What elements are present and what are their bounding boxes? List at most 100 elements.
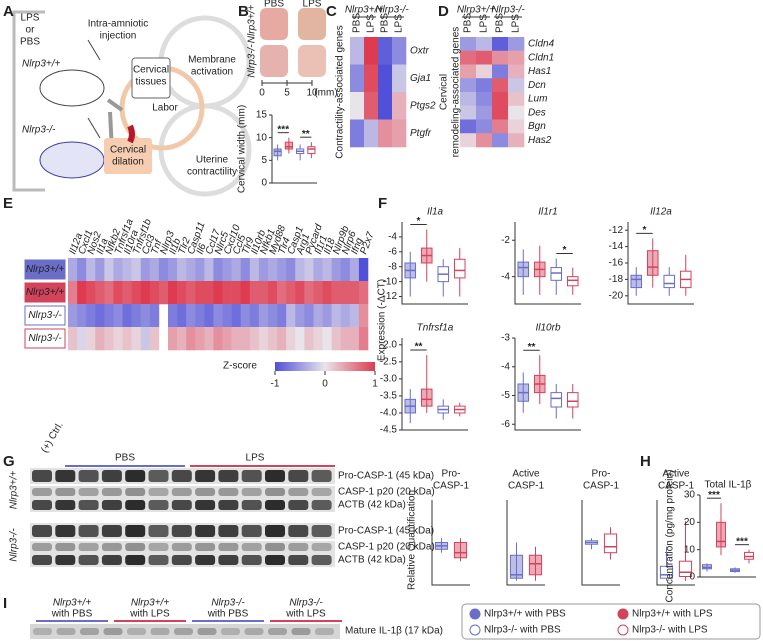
blot-band — [288, 488, 309, 496]
blot-band — [78, 555, 99, 565]
heat-cell — [331, 258, 342, 282]
chart-title: Tnfrsf1a — [417, 323, 454, 334]
y-tick-label: -14 — [609, 241, 624, 252]
y-axis-label: Contractility-associated genes — [335, 25, 346, 158]
gene-label: Il6 — [195, 242, 209, 256]
heat-cell — [508, 78, 525, 93]
sig-label: * — [417, 216, 421, 227]
heat-cell — [295, 258, 305, 282]
photo-column: LPS — [303, 0, 322, 10]
treatment-label: LPS — [246, 453, 265, 464]
heat-cell — [460, 133, 477, 148]
heat-cell — [378, 64, 393, 93]
sig-label: ** — [302, 129, 310, 140]
box — [453, 258, 466, 279]
sig-label: ** — [415, 342, 423, 353]
blot-band — [218, 470, 239, 482]
injection-label: Intra-amniotic — [88, 19, 149, 30]
heat-cell — [492, 105, 509, 120]
photo-row: Nlrp3+/+ — [247, 5, 258, 44]
cervix-photos — [260, 8, 326, 77]
heat-cell — [104, 327, 114, 351]
heat-cell — [95, 258, 105, 282]
blot-band — [311, 543, 332, 551]
gene-label: Gja1 — [410, 73, 431, 84]
heat-cell — [240, 304, 251, 328]
heat-cell — [476, 37, 493, 52]
heat-cell — [508, 50, 525, 65]
heat-cell — [222, 258, 232, 282]
heat-cell — [231, 258, 242, 282]
gene-label: Tnf — [149, 237, 165, 255]
panel-a-art — [12, 10, 252, 197]
genotype: Nlrp3-/- — [22, 125, 56, 136]
blot-band — [148, 488, 169, 496]
heat-cell — [476, 133, 493, 148]
heat-cell — [122, 327, 132, 351]
heat-cell — [186, 327, 196, 351]
heat-cell — [195, 281, 205, 305]
heat-cell — [140, 304, 151, 328]
heat-cell — [104, 304, 114, 328]
blot-band — [218, 525, 239, 537]
box — [630, 274, 643, 289]
heat-cell — [331, 327, 342, 351]
blot-band — [171, 470, 192, 482]
heat-cell — [349, 304, 360, 328]
gene-label: Lum — [528, 94, 547, 105]
y-tick-label: 5 — [261, 155, 267, 166]
heat-cell — [378, 119, 393, 148]
axis — [627, 222, 694, 305]
heat-cell — [195, 327, 205, 351]
heat-cell — [68, 258, 78, 282]
box — [659, 565, 674, 579]
scale-unit: (mm) — [314, 88, 337, 99]
blot-band — [218, 555, 239, 565]
blot-band — [33, 628, 52, 635]
blot-band — [101, 543, 122, 551]
heat-cell — [240, 327, 251, 351]
heat-cell — [77, 327, 87, 351]
column-label: LPS — [366, 14, 377, 33]
heat-cell — [195, 258, 205, 282]
blot-band — [265, 470, 285, 482]
blot-band — [195, 500, 216, 510]
heat-cell — [158, 281, 169, 305]
y-tick-label: -4 — [388, 232, 397, 243]
gene-label: Des — [528, 107, 546, 118]
box — [420, 388, 433, 407]
lane-label: Nlrp3-/- — [289, 598, 323, 609]
heat-cell — [331, 304, 342, 328]
y-tick-label: -4 — [501, 361, 510, 372]
legend-marker — [617, 624, 629, 636]
heat-cell — [349, 281, 360, 305]
heat-cell — [331, 281, 342, 305]
blot-band — [195, 525, 216, 537]
column-label: PBS — [495, 13, 506, 33]
heat-cell — [392, 119, 407, 148]
box — [273, 148, 282, 157]
heat-cell — [249, 327, 260, 351]
blot-band — [125, 555, 146, 565]
blot-band — [78, 500, 99, 510]
heat-cell — [258, 304, 269, 328]
blot-band — [311, 488, 332, 496]
heat-cell — [340, 304, 351, 328]
heat-cell — [95, 281, 105, 305]
chart-title: CASP-1 — [658, 481, 695, 492]
blot-band — [55, 488, 76, 496]
heat-cell — [508, 37, 525, 52]
heat-cell — [364, 92, 379, 120]
band-label: ACTB (42 kDa) — [338, 555, 406, 566]
blot-band — [291, 628, 311, 635]
heat-cell — [322, 327, 332, 351]
blot-band — [195, 470, 216, 482]
heat-cell — [231, 281, 242, 305]
y-tick-label: -10 — [383, 276, 398, 287]
photo-column: PBS — [264, 0, 284, 10]
axis — [514, 222, 581, 305]
y-axis-label: remodeling-associated genes — [451, 27, 462, 158]
blot-band — [32, 488, 52, 496]
chart-title: Il1r1 — [538, 207, 557, 218]
lane-label: with PBS — [207, 609, 249, 620]
